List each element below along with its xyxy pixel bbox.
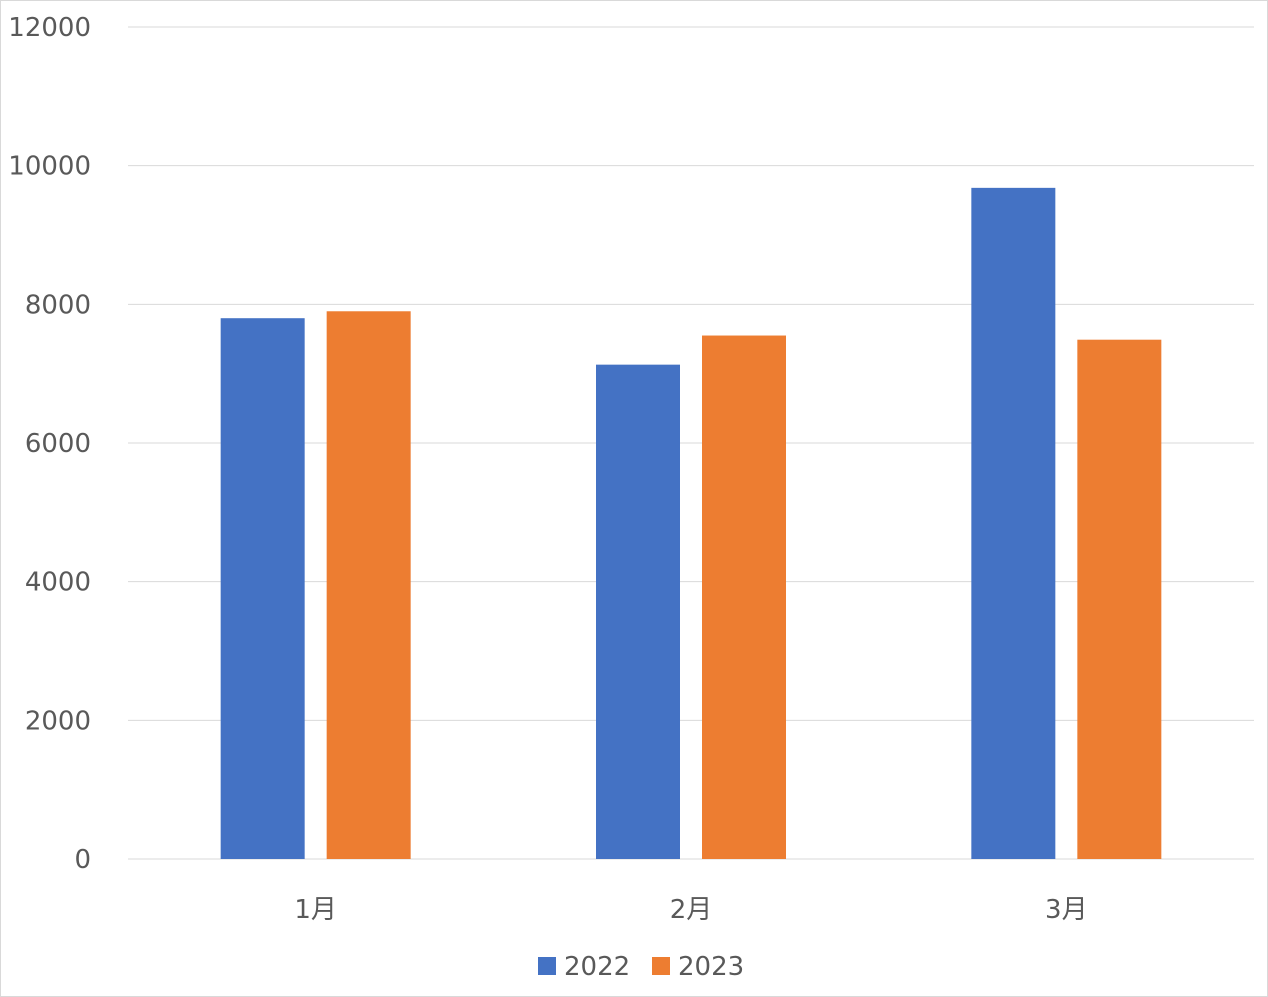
bar-2022-2 bbox=[596, 364, 680, 859]
y-tick-label: 6000 bbox=[25, 429, 91, 459]
y-tick-label: 10000 bbox=[8, 152, 91, 182]
x-tick-label: 3月 bbox=[1045, 895, 1088, 925]
y-tick-label: 0 bbox=[74, 845, 91, 875]
x-tick-label: 2月 bbox=[670, 895, 713, 925]
bar-2023-1 bbox=[326, 311, 411, 859]
y-tick-label: 2000 bbox=[25, 706, 91, 736]
legend-swatch-2023 bbox=[652, 957, 670, 975]
x-tick-label: 1月 bbox=[294, 895, 337, 925]
y-tick-label: 4000 bbox=[25, 568, 91, 598]
bars bbox=[220, 187, 1162, 859]
bar-2023-3 bbox=[1077, 339, 1162, 859]
bar-2022-1 bbox=[220, 318, 305, 859]
legend-label-2023: 2023 bbox=[678, 952, 744, 982]
y-tick-label: 12000 bbox=[8, 13, 91, 43]
y-tick-label: 8000 bbox=[25, 290, 91, 320]
legend-label-2022: 2022 bbox=[564, 952, 630, 982]
bar-2022-3 bbox=[971, 187, 1056, 859]
y-axis-ticks: 0 2000 4000 6000 8000 10000 12000 bbox=[8, 13, 91, 875]
gridlines bbox=[128, 26, 1254, 860]
legend-swatch-2022 bbox=[538, 957, 556, 975]
bar-2023-2 bbox=[702, 335, 786, 859]
legend: 2022 2023 bbox=[538, 952, 744, 982]
x-axis-ticks: 1月 2月 3月 bbox=[294, 895, 1087, 925]
